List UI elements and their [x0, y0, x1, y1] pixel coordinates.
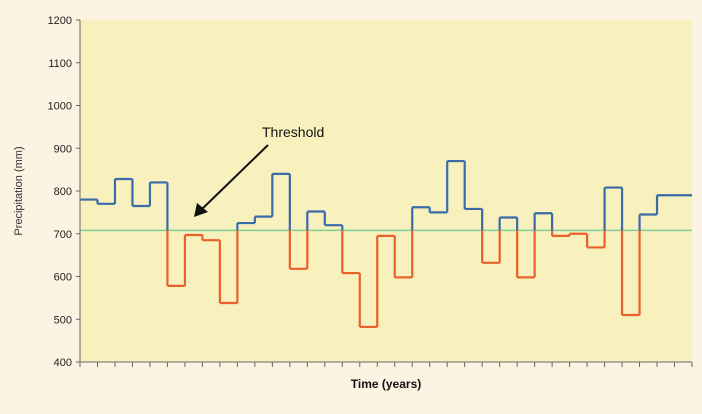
y-tick-label: 900: [54, 143, 72, 155]
y-tick-label: 500: [54, 314, 72, 326]
threshold-annotation: Threshold: [262, 124, 324, 140]
threshold-arrow-head: [194, 203, 208, 217]
y-axis-ticks: 400 500 600 700 800 900 1000 1100 1200: [48, 15, 80, 369]
y-tick-label: 1000: [48, 101, 72, 113]
x-axis-title: Time (years): [351, 377, 421, 391]
y-tick-label: 1100: [48, 58, 72, 70]
y-tick-label: 700: [54, 229, 72, 241]
threshold-arrow: [194, 144, 269, 217]
y-tick-label: 600: [54, 272, 72, 284]
y-axis-title: Precipitation (mm): [13, 146, 25, 235]
precipitation-series: [80, 159, 692, 329]
y-tick-label: 400: [54, 357, 72, 369]
plot-area: [80, 20, 692, 362]
x-axis-ticks: [79, 362, 693, 367]
y-tick-label: 1200: [48, 15, 72, 27]
y-tick-label: 800: [54, 186, 72, 198]
threshold-arrow-shaft: [199, 144, 269, 212]
